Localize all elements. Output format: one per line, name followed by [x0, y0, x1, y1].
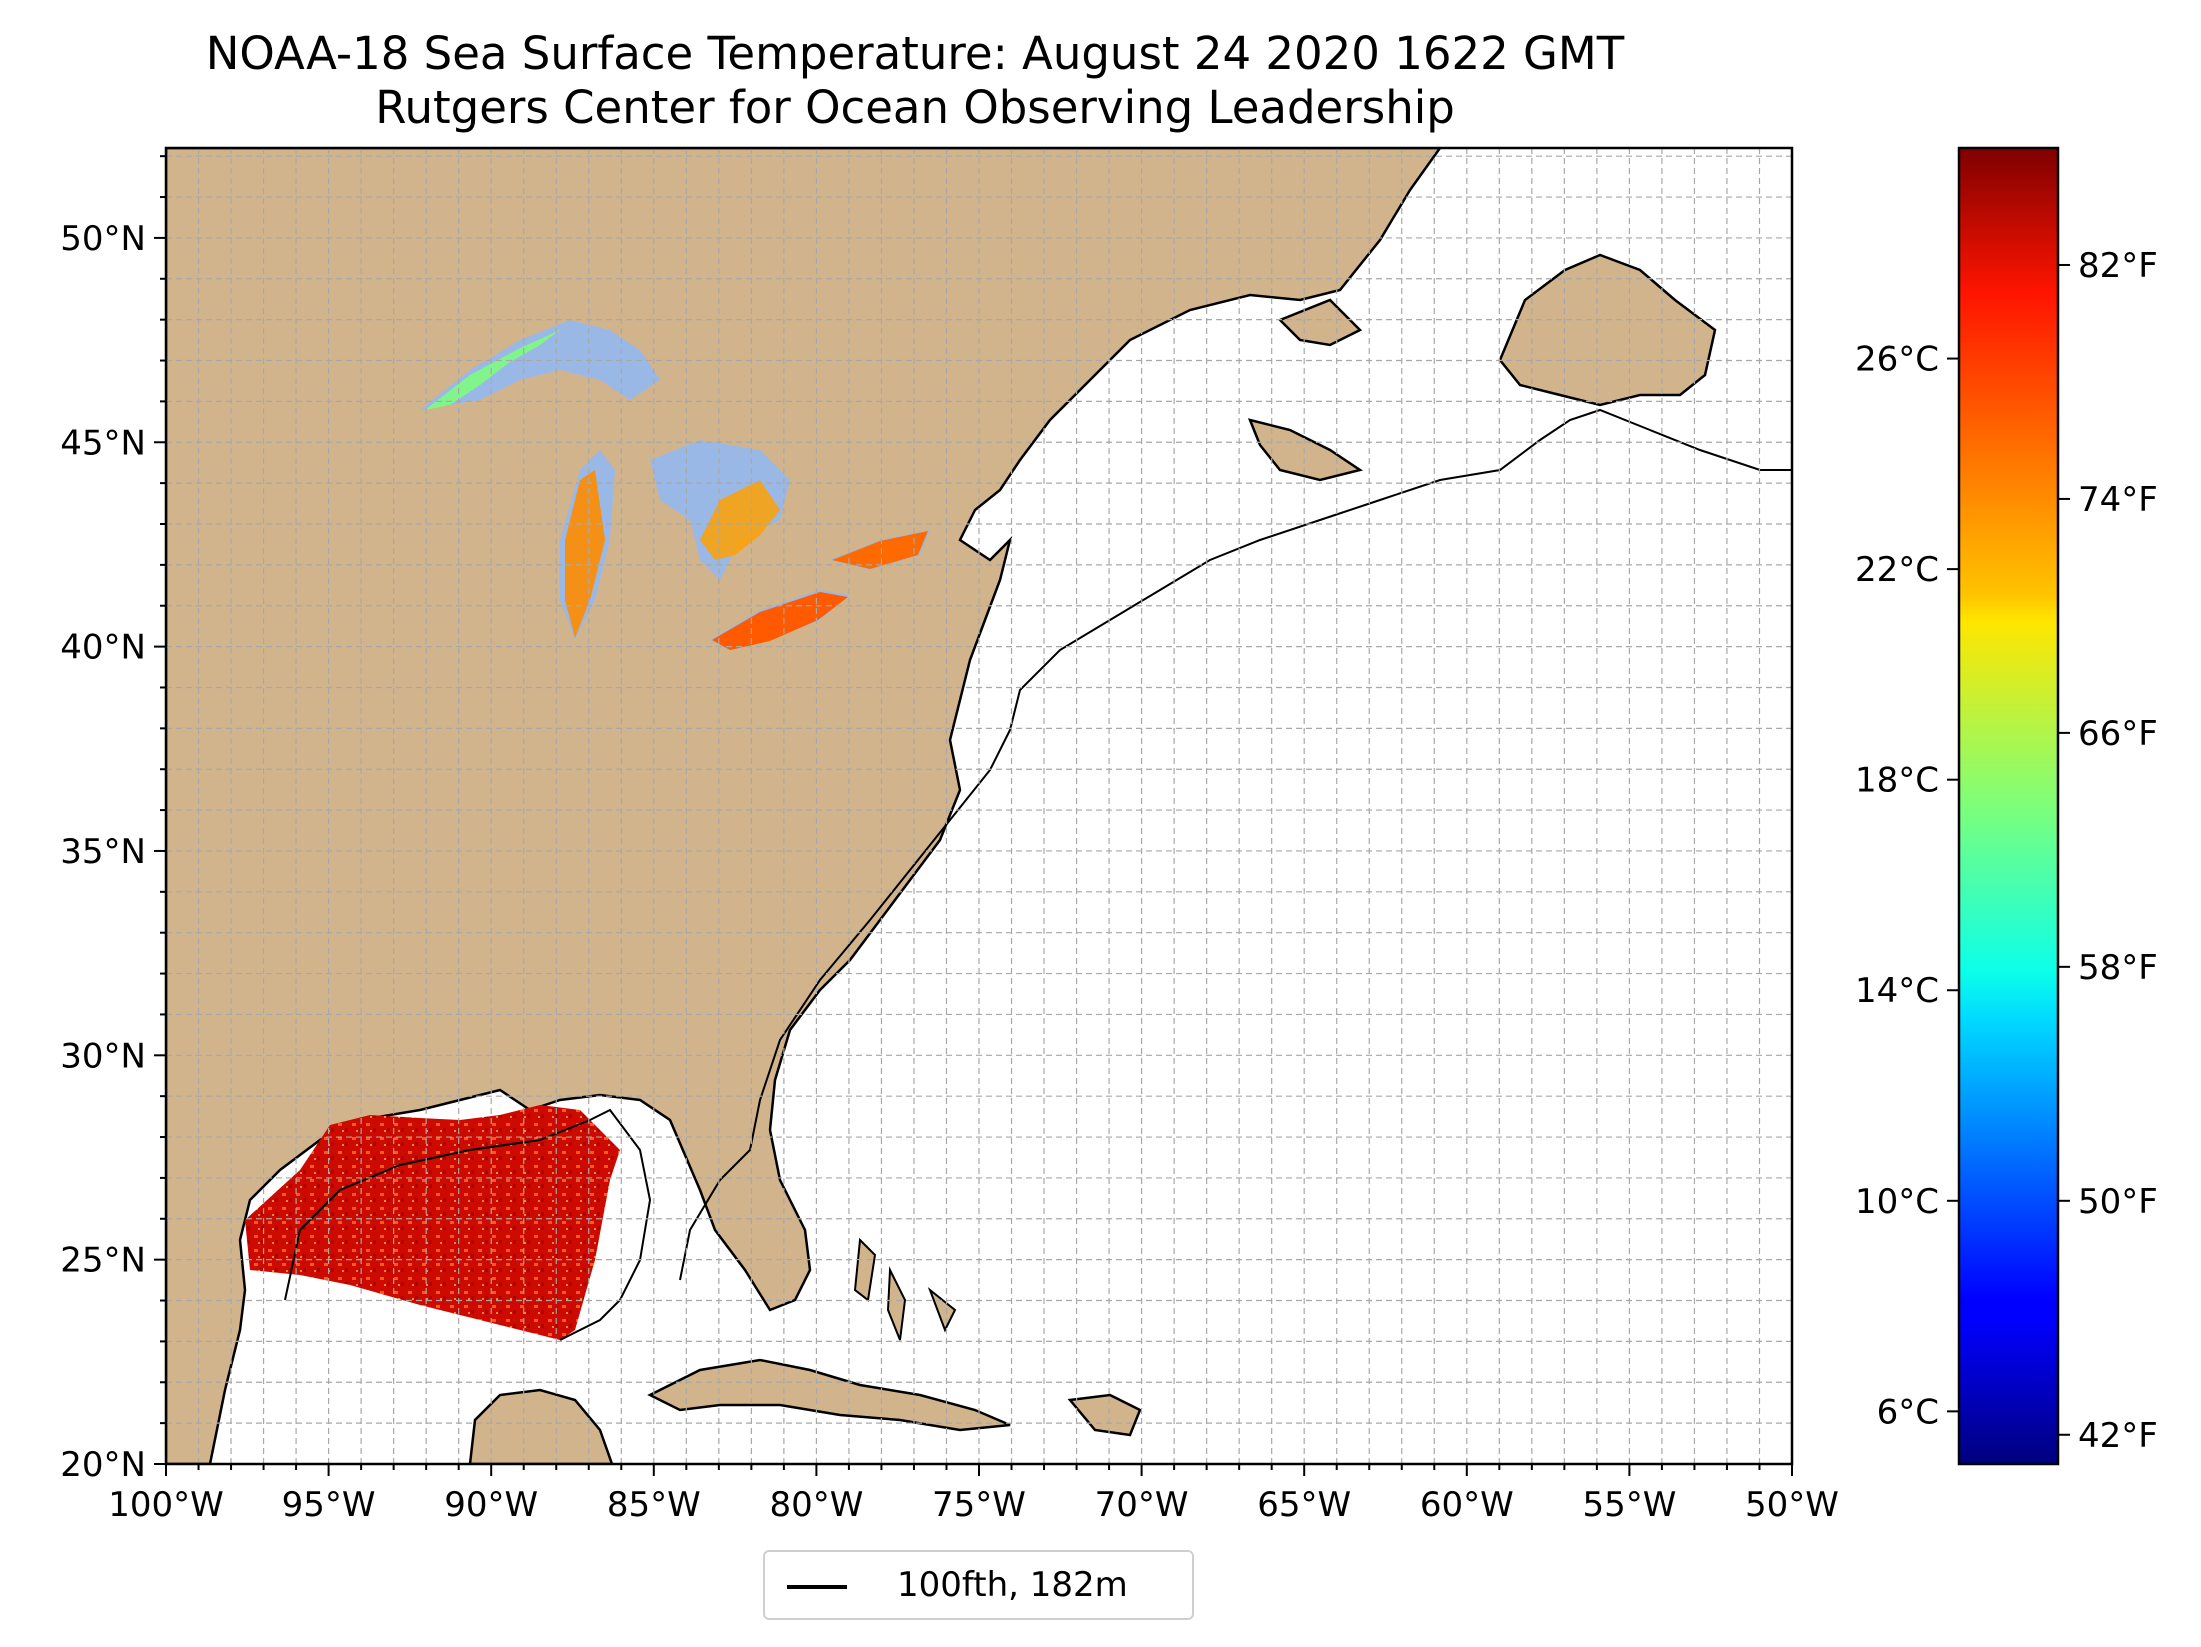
lon-tick-label: 70°W — [1095, 1485, 1189, 1525]
celsius-tick-label: 6°C — [1877, 1392, 1939, 1432]
fahrenheit-tick-label: 58°F — [2078, 948, 2158, 988]
sst-lake-ontario — [832, 531, 928, 569]
lon-tick-label: 55°W — [1582, 1485, 1676, 1525]
fahrenheit-tick-label: 50°F — [2078, 1182, 2158, 1222]
lon-tick-label: 75°W — [932, 1485, 1026, 1525]
yucatan-land — [468, 1388, 614, 1464]
newfoundland-land — [1498, 253, 1717, 407]
contour-100fth — [284, 408, 1792, 1341]
colorbar — [1957, 146, 2060, 1466]
lat-tick-label: 45°N — [60, 423, 146, 463]
map-title: NOAA-18 Sea Surface Temperature: August … — [205, 27, 1625, 80]
legend-label: 100fth, 182m — [897, 1565, 1128, 1605]
celsius-tick-label: 14°C — [1855, 971, 1939, 1011]
lon-tick-label: 50°W — [1745, 1485, 1839, 1525]
lon-tick-label: 65°W — [1257, 1485, 1351, 1525]
lat-tick-label: 50°N — [60, 219, 146, 259]
sst-lake-erie — [712, 592, 848, 650]
longitude-axis: 100°W 95°W 90°W 85°W 80°W 75°W 70°W 65°W 60°W 55°… — [108, 1464, 1839, 1525]
maritimes-land — [1247, 298, 1364, 482]
lon-tick-label: 100°W — [108, 1485, 224, 1525]
lat-tick-label: 25°N — [60, 1241, 146, 1281]
bahamas-islands — [853, 1237, 957, 1341]
colorbar-celsius-axis: 6°C 10°C 14°C 18°C 22°C 26°C — [1855, 340, 1959, 1432]
fahrenheit-tick-label: 66°F — [2078, 714, 2158, 754]
grid-lines — [166, 148, 1792, 1464]
celsius-tick-label: 10°C — [1855, 1182, 1939, 1222]
colorbar-fahrenheit-axis: 42°F 50°F 58°F 66°F 74°F 82°F — [2058, 246, 2158, 1456]
sst-lake-huron — [700, 480, 780, 560]
celsius-tick-label: 22°C — [1855, 550, 1939, 590]
lon-tick-label: 60°W — [1420, 1485, 1514, 1525]
cuba-land — [647, 1358, 1011, 1432]
lon-tick-label: 80°W — [769, 1485, 863, 1525]
lat-tick-label: 30°N — [60, 1036, 146, 1076]
map-subtitle: Rutgers Center for Ocean Observing Leade… — [375, 81, 1455, 134]
celsius-tick-label: 18°C — [1855, 761, 1939, 801]
lon-tick-label: 90°W — [444, 1485, 538, 1525]
fahrenheit-tick-label: 82°F — [2078, 246, 2158, 286]
fahrenheit-tick-label: 74°F — [2078, 480, 2158, 520]
sst-lake-michigan — [565, 470, 605, 638]
lat-tick-label: 20°N — [60, 1445, 146, 1485]
lat-tick-label: 35°N — [60, 832, 146, 872]
lat-tick-label: 40°N — [60, 628, 146, 668]
lon-tick-label: 95°W — [282, 1485, 376, 1525]
sst-gulf-swath — [245, 1105, 620, 1340]
fahrenheit-tick-label: 42°F — [2078, 1416, 2158, 1456]
map-legend: 100fth, 182m — [763, 1550, 1194, 1620]
legend-line-swatch — [787, 1585, 847, 1589]
lon-tick-label: 85°W — [607, 1485, 701, 1525]
hispaniola-land — [1067, 1393, 1142, 1437]
celsius-tick-label: 26°C — [1855, 340, 1939, 380]
latitude-axis: 20°N 25°N 30°N 35°N 40°N 45°N 50°N — [60, 155, 166, 1485]
lake-superior — [420, 320, 660, 410]
